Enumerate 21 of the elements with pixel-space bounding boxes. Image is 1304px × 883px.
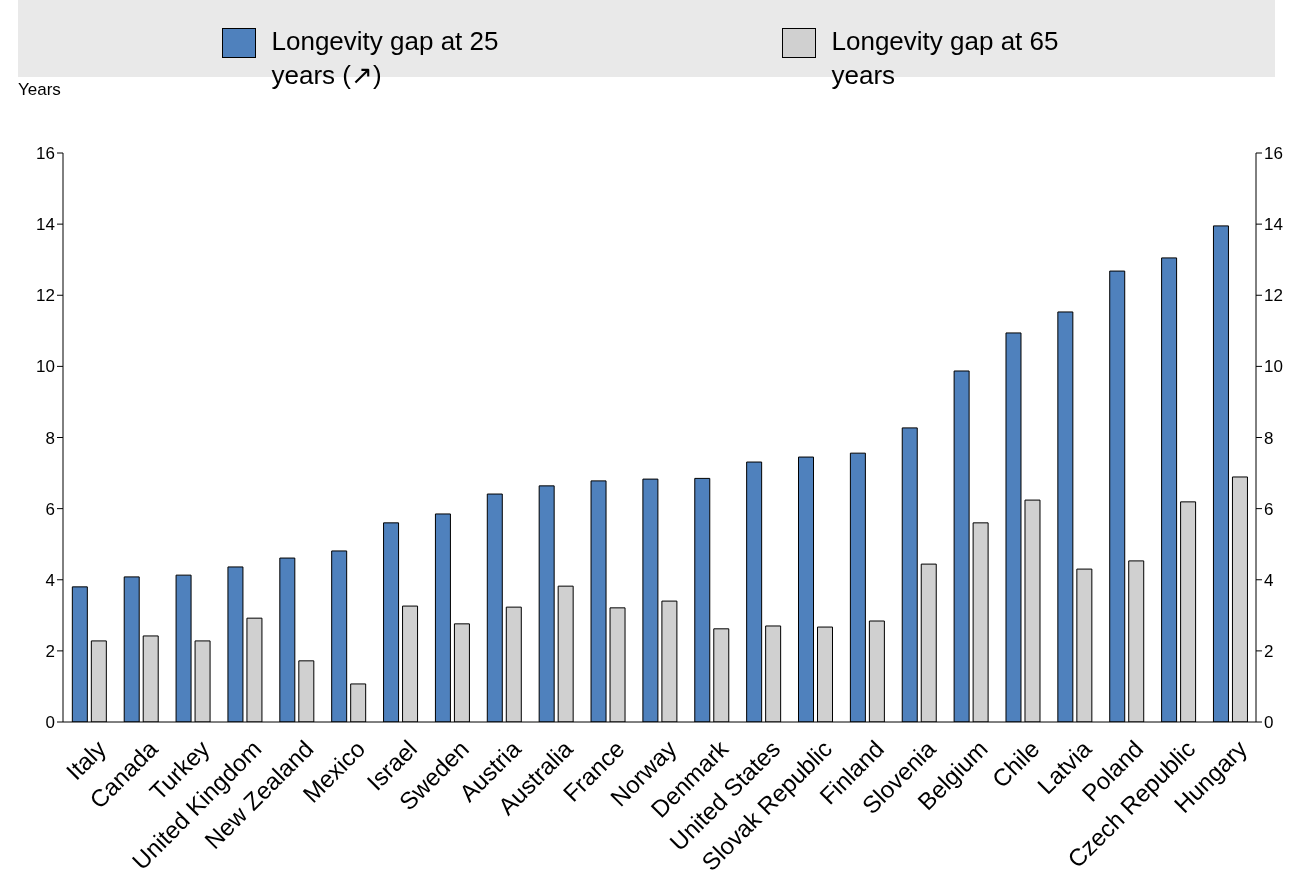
legend-label: Longevity gap at 65 years [831, 25, 1060, 92]
y2-tick-label: 0 [1264, 713, 1274, 733]
y2-tick-label: 14 [1264, 215, 1283, 235]
y-tick-label: 16 [36, 144, 55, 164]
y2-tick-label: 4 [1264, 570, 1274, 590]
y2-tick-label: 8 [1264, 428, 1274, 448]
y-tick-label: 8 [45, 428, 55, 448]
y-tick-label: 14 [36, 215, 55, 235]
y2-tick-label: 12 [1264, 286, 1283, 306]
y2-tick-label: 16 [1264, 144, 1283, 164]
y2-tick-label: 10 [1264, 357, 1283, 377]
legend-label: Longevity gap at 25 years (↗) [271, 25, 500, 92]
y-tick-label: 10 [36, 357, 55, 377]
y2-tick-label: 6 [1264, 499, 1274, 519]
y-axis-title: Years [18, 80, 61, 100]
y2-tick-label: 2 [1264, 641, 1274, 661]
y-tick-label: 2 [45, 641, 55, 661]
y-tick-label: 4 [45, 570, 55, 590]
y-tick-label: 6 [45, 499, 55, 519]
y-tick-label: 0 [45, 713, 55, 733]
y-tick-label: 12 [36, 286, 55, 306]
